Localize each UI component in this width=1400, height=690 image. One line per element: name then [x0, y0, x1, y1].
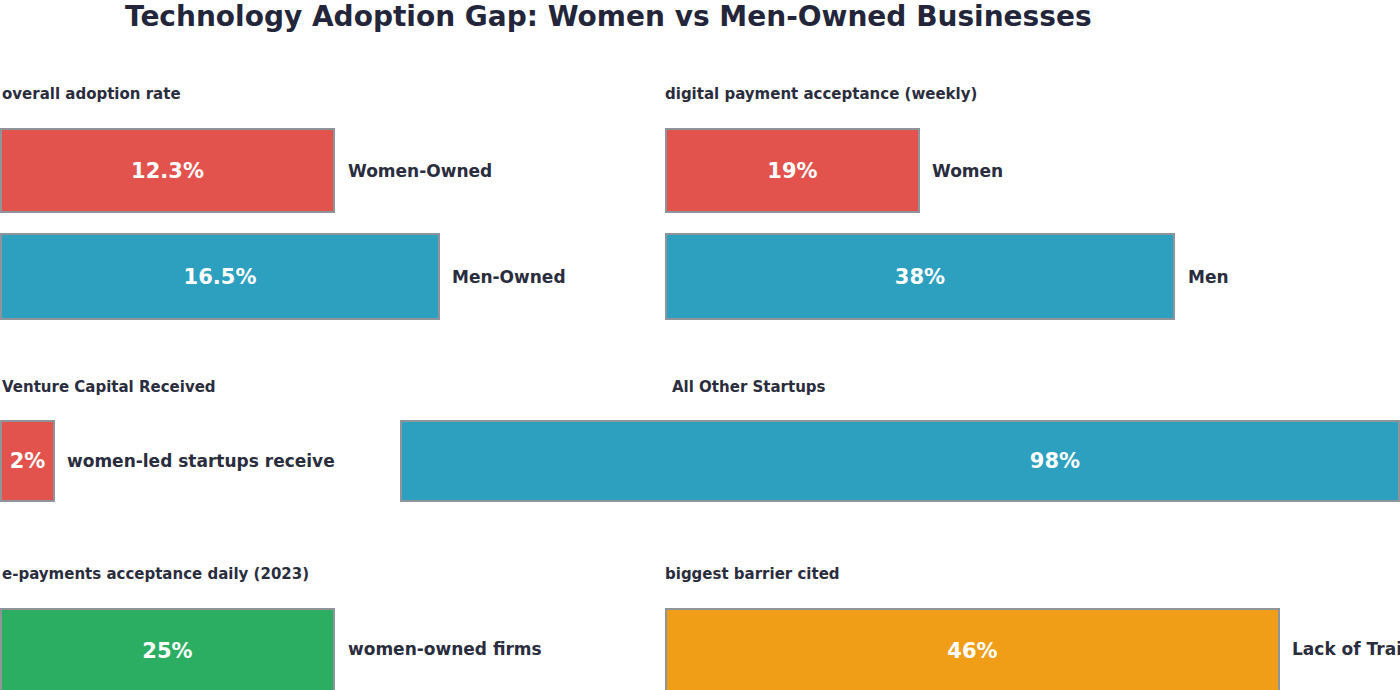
- section-title-epayments: e-payments acceptance daily (2023): [2, 565, 309, 583]
- bar-value-label: 46%: [947, 639, 997, 663]
- bar-category-women-led-startups: women-led startups receive: [67, 420, 335, 502]
- bar-men-digital-payment: 38%: [665, 233, 1175, 320]
- bar-category-women-owned-firms: women-owned firms: [348, 608, 542, 690]
- bar-value-label: 25%: [142, 639, 192, 663]
- bar-category-men: Men: [1188, 233, 1229, 320]
- bar-women-owned-epayments: 25%: [0, 608, 335, 690]
- bar-category-men-owned: Men-Owned: [452, 233, 566, 320]
- section-title-digital-payment: digital payment acceptance (weekly): [665, 85, 977, 103]
- chart-title: Technology Adoption Gap: Women vs Men-Ow…: [125, 0, 1092, 33]
- chart-canvas: Technology Adoption Gap: Women vs Men-Ow…: [0, 0, 1400, 690]
- bar-value-label: 16.5%: [184, 265, 257, 289]
- bar-category-lack-of-training: Lack of Training: [1292, 608, 1400, 690]
- bar-value-label: 2%: [10, 449, 46, 473]
- section-title-venture-capital: Venture Capital Received: [2, 378, 216, 396]
- section-title-adoption-rate: overall adoption rate: [2, 85, 181, 103]
- bar-category-women: Women: [932, 128, 1003, 213]
- bar-women-led-vc: 2%: [0, 420, 55, 502]
- bar-men-owned-adoption: 16.5%: [0, 233, 440, 320]
- bar-value-label: 12.3%: [131, 159, 204, 183]
- bar-biggest-barrier: 46%: [665, 608, 1280, 690]
- bar-value-label: 19%: [767, 159, 817, 183]
- section-title-all-other-startups: All Other Startups: [672, 378, 826, 396]
- bar-category-women-owned: Women-Owned: [348, 128, 492, 213]
- bar-women-digital-payment: 19%: [665, 128, 920, 213]
- bar-women-owned-adoption: 12.3%: [0, 128, 335, 213]
- section-title-biggest-barrier: biggest barrier cited: [665, 565, 840, 583]
- bar-all-other-startups-vc: 98%: [400, 420, 1400, 502]
- bar-value-label: 38%: [895, 265, 945, 289]
- bar-value-label: 98%: [1030, 449, 1080, 473]
